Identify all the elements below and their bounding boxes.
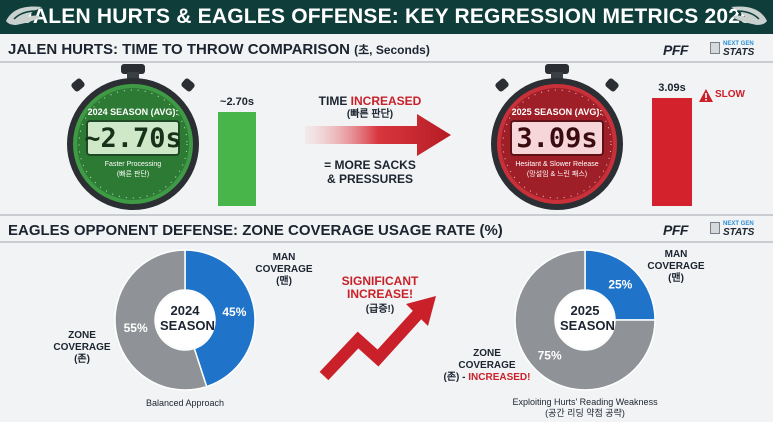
- stopwatch-caption-korean: (빠른 판단): [116, 171, 150, 178]
- next-gen-stats-logo: NEXT GEN STATS: [710, 41, 758, 58]
- time-readout: ~2.70s: [84, 120, 182, 156]
- donut-chart-2024: 45% 55%: [114, 249, 256, 391]
- time-readout: 3.09s: [510, 120, 604, 156]
- donut-slice-label: 55%: [124, 321, 148, 335]
- stopwatch-2024: 2024 SEASON (AVG): ~2.70s Faster Process…: [58, 62, 208, 212]
- warning-icon: [699, 89, 713, 102]
- donut-hole: [156, 291, 214, 349]
- nfl-shield-icon: [710, 42, 720, 54]
- bar-value-label-2025: 3.09s: [658, 82, 686, 94]
- more-sacks-label: = MORE SACKS: [324, 158, 416, 172]
- zone-coverage-label: ZONE COVERAGE (존) - INCREASED!: [443, 348, 531, 383]
- pff-logo: PFF: [663, 42, 688, 58]
- bar-2025: [652, 98, 692, 206]
- donut-note: Balanced Approach: [145, 398, 225, 408]
- pressures-label: & PRESSURES: [326, 172, 414, 186]
- divider: [0, 241, 773, 243]
- bar-2024: [218, 112, 256, 206]
- page-title: JALEN HURTS & EAGLES OFFENSE: KEY REGRES…: [21, 5, 752, 28]
- donut-note: Exploiting Hurts' Reading Weakness (공간 리딩…: [512, 397, 658, 418]
- stopwatch-caption-korean: (망설임 & 느린 패스): [526, 171, 588, 178]
- eagles-logo-icon: [731, 6, 767, 26]
- time-increased-label: TIME INCREASED: [318, 94, 422, 108]
- donut-slice: [114, 249, 208, 391]
- zone-coverage-label: ZONE COVERAGE (존): [53, 330, 111, 365]
- slow-badge: SLOW: [699, 88, 759, 104]
- time-increased-korean: (빠른 판단): [346, 109, 394, 120]
- bar-value-label-2024: ~2.70s: [220, 96, 254, 108]
- donut-slice: [514, 249, 656, 391]
- section-title-time-to-throw: JALEN HURTS: TIME TO THROW COMPARISON (초…: [8, 41, 430, 58]
- donut-slice-label: 75%: [538, 348, 562, 362]
- man-coverage-label: MAN COVERAGE (맨): [255, 252, 313, 287]
- nfl-shield-icon: [710, 222, 720, 234]
- stopwatch-caption: Hesitant & Slower Release: [515, 161, 599, 168]
- divider: [0, 214, 773, 216]
- stopwatch-caption: Faster Processing: [104, 161, 162, 168]
- donut-center-label: 2024 SEASON: [160, 303, 215, 333]
- significant-increase-korean: (급증!): [365, 304, 395, 315]
- donut-chart-2025: 25% 75%: [514, 249, 656, 391]
- next-gen-stats-logo: NEXT GEN STATS: [710, 221, 758, 238]
- section-title-zone-coverage: EAGLES OPPONENT DEFENSE: ZONE COVERAGE U…: [8, 222, 503, 239]
- stopwatch-season-label: 2025 SEASON (AVG):: [511, 107, 603, 117]
- donut-slice-label: 25%: [608, 278, 632, 292]
- title-bar: JALEN HURTS & EAGLES OFFENSE: KEY REGRES…: [0, 0, 773, 34]
- donut-slice-label: 45%: [222, 305, 246, 319]
- increase-arrow-icon: [319, 296, 436, 381]
- donut-slice: [184, 249, 256, 388]
- stopwatch-season-label: 2024 SEASON (AVG):: [87, 107, 179, 117]
- donut-slice: [584, 249, 656, 321]
- donut-hole: [556, 291, 614, 349]
- man-coverage-label: MAN COVERAGE (맨): [647, 249, 705, 284]
- divider: [0, 61, 773, 63]
- pff-logo: PFF: [663, 222, 688, 238]
- significant-increase-label: SIGNIFICANT INCREASE!: [341, 274, 419, 301]
- eagles-logo-icon: [6, 6, 42, 26]
- donut-center-label: 2025 SEASON: [560, 303, 615, 333]
- right-arrow-icon: [305, 114, 451, 156]
- stopwatch-2025: 2025 SEASON (AVG): 3.09s Hesitant & Slow…: [482, 62, 632, 212]
